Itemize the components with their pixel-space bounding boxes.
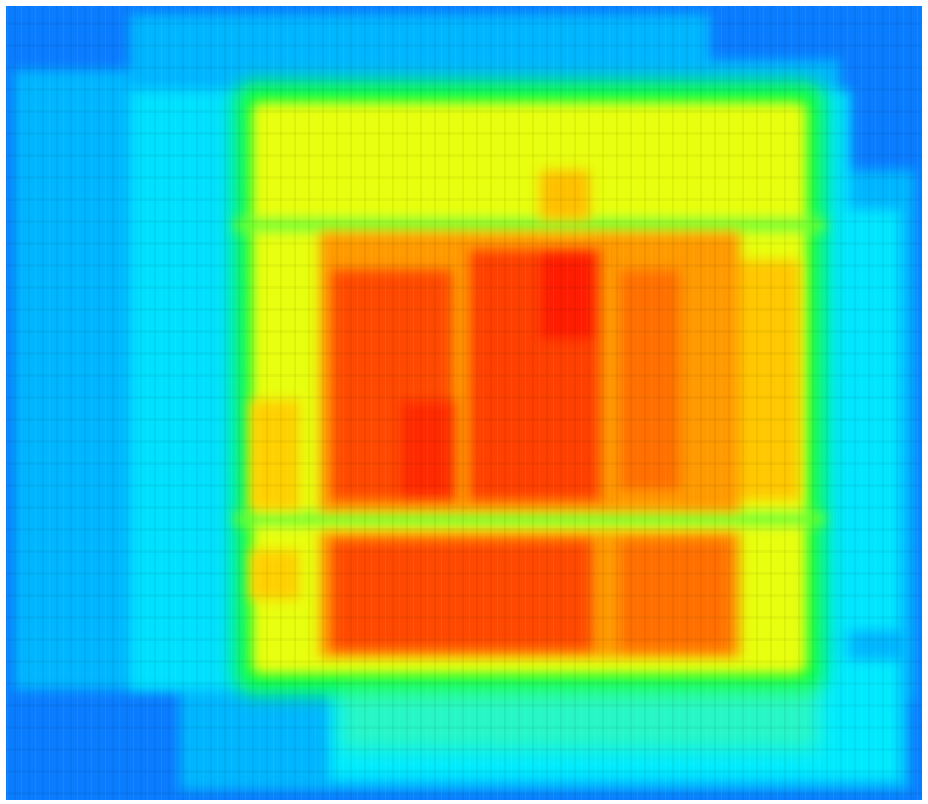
heatmap-field	[6, 6, 922, 800]
texture	[6, 6, 922, 800]
